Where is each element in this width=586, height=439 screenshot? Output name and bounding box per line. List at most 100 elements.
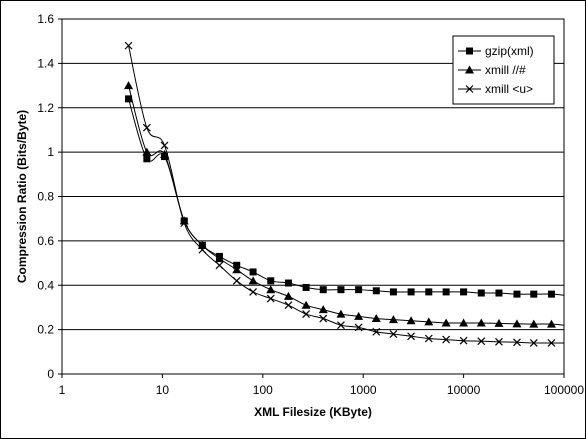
x-tick-label: 10 xyxy=(156,383,170,397)
data-point xyxy=(248,276,258,285)
y-axis-title: Compression Ratio (Bits/Byte) xyxy=(15,110,29,283)
data-point xyxy=(180,219,189,228)
data-point xyxy=(372,287,380,295)
data-point xyxy=(406,316,416,325)
series-group xyxy=(124,41,565,347)
legend-item-gzip-xml: gzip(xml) xyxy=(458,44,534,58)
legend: gzip(xml) xmill //# xmill <u> xyxy=(452,35,555,105)
legend-label: gzip(xml) xyxy=(485,44,534,58)
data-point xyxy=(407,288,415,296)
data-point xyxy=(459,318,469,327)
legend-items: gzip(xml) xmill //# xmill <u> xyxy=(458,44,534,96)
legend-label: xmill //# xyxy=(485,63,526,77)
data-point xyxy=(354,323,363,332)
data-point xyxy=(529,339,538,347)
y-tick-label: 1 xyxy=(47,145,54,159)
data-point xyxy=(160,149,170,158)
y-tick-label: 0.2 xyxy=(37,323,54,337)
data-point xyxy=(389,288,397,296)
data-point xyxy=(513,338,521,347)
data-point xyxy=(355,286,363,294)
x-tick-label: 100000 xyxy=(544,383,584,397)
legend-label: xmill <u> xyxy=(485,82,533,96)
data-point xyxy=(302,310,311,319)
x-tick-label: 1000 xyxy=(350,383,377,397)
data-point xyxy=(547,290,555,298)
data-point xyxy=(284,279,292,287)
data-point xyxy=(441,318,451,327)
data-point xyxy=(442,335,451,344)
x-tick-label: 100 xyxy=(253,383,273,397)
data-point xyxy=(336,309,346,318)
data-point xyxy=(529,319,539,328)
data-point xyxy=(266,285,276,294)
data-point xyxy=(389,330,398,338)
data-point xyxy=(232,265,242,274)
data-point xyxy=(124,81,134,90)
data-point xyxy=(407,332,416,341)
data-point xyxy=(232,276,241,285)
data-point xyxy=(125,95,133,103)
y-axis: 0 0.2 0.4 0.6 0.8 1 1.2 1.4 1.6 xyxy=(37,12,62,381)
data-point xyxy=(513,290,521,298)
y-tick-label: 0.4 xyxy=(37,278,54,292)
y-tick-label: 0.8 xyxy=(37,190,54,204)
data-point xyxy=(512,319,522,328)
data-point xyxy=(477,337,486,346)
data-point xyxy=(249,287,257,296)
data-point xyxy=(494,318,504,327)
data-point xyxy=(284,301,293,310)
data-point xyxy=(124,41,133,50)
data-point xyxy=(425,288,433,296)
data-point xyxy=(354,311,364,320)
data-point xyxy=(371,314,381,323)
data-point xyxy=(460,288,468,296)
data-point xyxy=(372,327,381,336)
data-point xyxy=(442,288,450,296)
data-point xyxy=(283,291,293,300)
data-point xyxy=(459,336,468,345)
data-point xyxy=(319,314,328,323)
data-point xyxy=(302,283,310,291)
data-point xyxy=(319,286,327,294)
data-point xyxy=(476,318,486,327)
data-point xyxy=(388,315,398,324)
data-point xyxy=(495,337,503,346)
data-point xyxy=(547,339,556,347)
data-point xyxy=(198,245,207,254)
data-point xyxy=(495,289,503,297)
data-point xyxy=(143,155,151,163)
y-tick-label: 0 xyxy=(47,367,54,381)
x-tick-label: 1 xyxy=(59,383,66,397)
series-xmill-u xyxy=(124,41,564,347)
data-point xyxy=(142,147,152,156)
data-point xyxy=(214,254,224,263)
legend-marker xyxy=(466,47,473,55)
legend-marker xyxy=(465,85,474,93)
data-point xyxy=(142,123,151,132)
legend-marker xyxy=(465,65,474,74)
data-point xyxy=(546,319,556,328)
x-tick-label: 10000 xyxy=(447,383,481,397)
y-tick-label: 1.2 xyxy=(37,101,54,115)
y-tick-label: 1.4 xyxy=(37,56,54,70)
data-point xyxy=(249,268,257,276)
data-point xyxy=(337,321,345,330)
legend-item-xmill-u: xmill <u> xyxy=(458,82,533,96)
legend-item-xmill: xmill //# xyxy=(458,63,526,77)
data-point xyxy=(179,216,189,225)
data-point xyxy=(424,317,434,326)
data-point xyxy=(266,294,275,303)
data-point xyxy=(318,305,328,314)
data-point xyxy=(215,261,224,270)
data-point xyxy=(337,286,345,294)
data-point xyxy=(477,289,485,297)
data-point xyxy=(424,334,433,343)
series-xmill xyxy=(124,81,565,328)
data-point xyxy=(530,290,538,298)
x-axis-title: XML Filesize (KByte) xyxy=(254,405,372,419)
y-tick-label: 0.6 xyxy=(37,234,54,248)
data-point xyxy=(301,300,311,309)
